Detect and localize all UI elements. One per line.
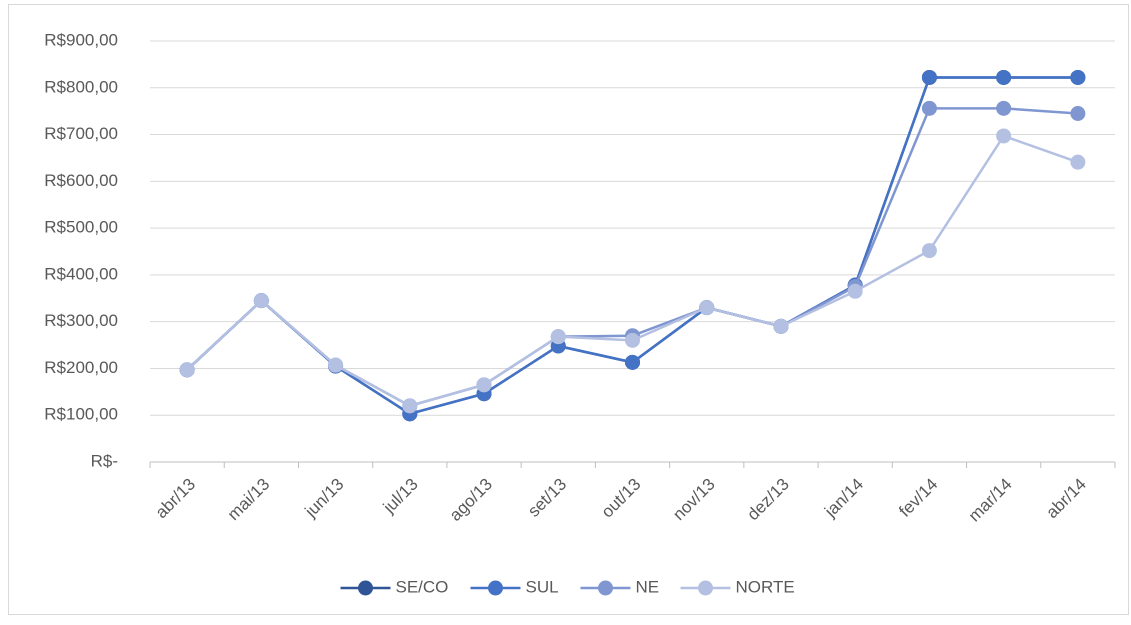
data-point (773, 318, 789, 334)
data-point (921, 100, 937, 116)
data-point (921, 243, 937, 259)
legend-marker (488, 580, 503, 596)
data-point (921, 69, 937, 85)
data-point (625, 354, 640, 370)
y-tick-label: R$700,00 (44, 124, 118, 143)
y-tick-label: R$600,00 (44, 171, 118, 190)
y-tick-label: R$- (91, 451, 118, 470)
legend-label: NE (636, 577, 660, 596)
data-point (625, 332, 640, 348)
legend-label: SE/CO (396, 577, 449, 596)
legend-marker (698, 580, 713, 596)
legend-label: NORTE (736, 577, 795, 596)
y-tick-label: R$900,00 (44, 30, 118, 49)
chart-border (8, 4, 1129, 615)
y-tick-label: R$500,00 (44, 218, 118, 237)
data-point (1070, 154, 1086, 170)
y-tick-label: R$100,00 (44, 405, 118, 424)
data-point (253, 293, 269, 309)
data-point (1070, 106, 1086, 122)
data-point (476, 377, 492, 393)
y-tick-label: R$400,00 (44, 264, 118, 283)
data-point (328, 357, 344, 373)
data-point (847, 283, 863, 299)
data-point (996, 69, 1012, 85)
y-tick-label: R$200,00 (44, 358, 118, 377)
data-point (699, 300, 715, 316)
data-point (550, 329, 566, 345)
legend-marker (358, 580, 373, 596)
data-point (996, 128, 1012, 144)
legend-label: SUL (526, 577, 559, 596)
data-point (179, 362, 195, 378)
y-tick-label: R$300,00 (44, 311, 118, 330)
y-tick-label: R$800,00 (44, 77, 118, 96)
data-point (402, 398, 418, 414)
data-point (1070, 69, 1086, 85)
data-point (996, 100, 1012, 116)
legend-marker (598, 580, 613, 596)
